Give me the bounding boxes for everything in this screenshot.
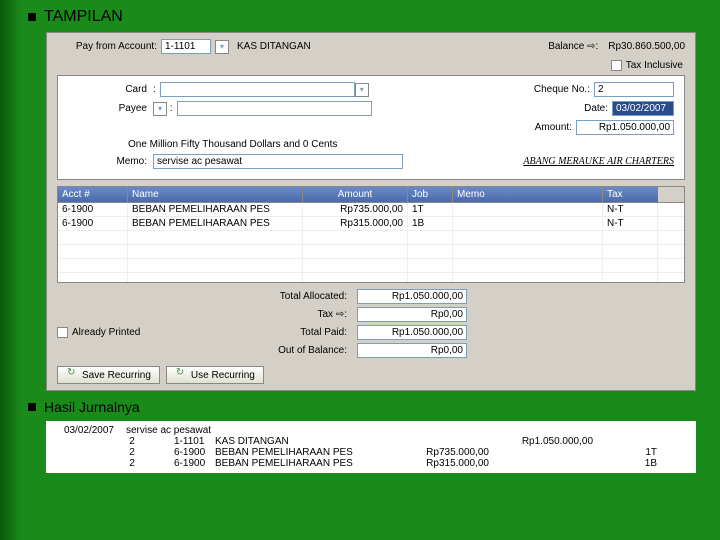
- pay-from-account[interactable]: 1-1101: [161, 39, 211, 54]
- tax-total-value: Rp0,00: [357, 307, 467, 322]
- journal-tax: 1B: [593, 458, 663, 469]
- journal-debit: [399, 436, 489, 447]
- cheque-field[interactable]: 2: [594, 82, 674, 97]
- cell-amount[interactable]: Rp735.000,00: [303, 203, 408, 216]
- payee-label: Payee: [68, 103, 153, 114]
- col-job[interactable]: Job: [408, 187, 453, 202]
- use-recurring-label: Use Recurring: [191, 370, 255, 381]
- account-dropdown-icon[interactable]: ▾: [215, 40, 229, 54]
- journal-date: 03/02/2007: [54, 425, 120, 436]
- already-printed-checkbox[interactable]: [57, 327, 68, 338]
- allocation-grid: Acct # Name Amount Job Memo Tax 6-1900 B…: [57, 186, 685, 283]
- cell-tax[interactable]: N-T: [603, 217, 658, 230]
- journal-tax: [593, 436, 663, 447]
- company-signature: ABANG MERAUKE AIR CHARTERS: [523, 156, 674, 167]
- journal-debit: Rp315.000,00: [399, 458, 489, 469]
- journal-acct: 1-1101: [144, 436, 209, 447]
- total-paid-value: Rp1.050.000,00: [357, 325, 467, 340]
- memo-field[interactable]: servise ac pesawat: [153, 154, 403, 169]
- cheque-label: Cheque No.:: [534, 84, 590, 95]
- cell-job[interactable]: 1T: [408, 203, 453, 216]
- journal-acct: 6-1900: [144, 458, 209, 469]
- journal-credit: [489, 458, 593, 469]
- slide-title: TAMPILAN: [44, 8, 123, 26]
- grid-row[interactable]: [58, 259, 684, 273]
- journal-credit: Rp1.050.000,00: [489, 436, 593, 447]
- journal-credit: [489, 447, 593, 458]
- grid-row[interactable]: 6-1900 BEBAN PEMELIHARAAN PES Rp315.000,…: [58, 217, 684, 231]
- journal-name: BEBAN PEMELIHARAAN PES: [209, 458, 399, 469]
- journal-ref: 2: [120, 458, 144, 469]
- col-name[interactable]: Name: [128, 187, 303, 202]
- tax-inclusive-checkbox[interactable]: [611, 60, 622, 71]
- grid-row[interactable]: 6-1900 BEBAN PEMELIHARAAN PES Rp735.000,…: [58, 203, 684, 217]
- col-memo[interactable]: Memo: [453, 187, 603, 202]
- cell-acct[interactable]: 6-1900: [58, 203, 128, 216]
- oob-label: Out of Balance:: [57, 345, 357, 356]
- save-recurring-label: Save Recurring: [82, 370, 151, 381]
- journal-name: BEBAN PEMELIHARAAN PES: [209, 447, 399, 458]
- oob-value: Rp0,00: [357, 343, 467, 358]
- grid-row[interactable]: [58, 231, 684, 245]
- journal-acct: 6-1900: [144, 447, 209, 458]
- journal-memo: servise ac pesawat: [120, 425, 211, 436]
- journal-name: KAS DITANGAN: [209, 436, 399, 447]
- bullet-icon: [28, 13, 36, 21]
- payee-dropdown-icon[interactable]: ▾: [153, 102, 167, 116]
- pay-from-name: KAS DITANGAN: [233, 41, 311, 52]
- cell-memo[interactable]: [453, 203, 603, 216]
- slide-subtitle: Hasil Jurnalnya: [44, 399, 140, 415]
- total-allocated-value: Rp1.050.000,00: [357, 289, 467, 304]
- spend-money-window: Pay from Account: 1-1101 ▾ KAS DITANGAN …: [46, 32, 696, 391]
- grid-row[interactable]: [58, 273, 684, 283]
- recurring-icon: [66, 369, 78, 381]
- journal-line: 2 6-1900 BEBAN PEMELIHARAAN PES Rp735.00…: [54, 447, 688, 458]
- journal-line: 2 1-1101 KAS DITANGAN Rp1.050.000,00: [54, 436, 688, 447]
- cell-tax[interactable]: N-T: [603, 203, 658, 216]
- amount-words: One Million Fifty Thousand Dollars and 0…: [128, 139, 337, 150]
- cheque-panel: Card : ▾ Cheque No.: 2 Payee ▾ : Date: 0…: [57, 75, 685, 180]
- cell-memo[interactable]: [453, 217, 603, 230]
- journal-tax: 1T: [593, 447, 663, 458]
- total-paid-label: Total Paid:: [177, 327, 357, 338]
- already-printed-label: Already Printed: [72, 327, 140, 338]
- payee-field[interactable]: [177, 101, 372, 116]
- journal-panel: 03/02/2007 servise ac pesawat 2 1-1101 K…: [46, 421, 696, 473]
- card-label: Card: [68, 84, 153, 95]
- col-tax[interactable]: Tax: [603, 187, 658, 202]
- cell-name[interactable]: BEBAN PEMELIHARAAN PES: [128, 203, 303, 216]
- cell-name[interactable]: BEBAN PEMELIHARAAN PES: [128, 217, 303, 230]
- card-field[interactable]: [160, 82, 355, 97]
- journal-ref: 2: [120, 447, 144, 458]
- amount-field[interactable]: Rp1.050.000,00: [576, 120, 674, 135]
- col-amount[interactable]: Amount: [303, 187, 408, 202]
- save-recurring-button[interactable]: Save Recurring: [57, 366, 160, 384]
- col-acct[interactable]: Acct #: [58, 187, 128, 202]
- use-recurring-button[interactable]: Use Recurring: [166, 366, 264, 384]
- tax-total-label: Tax ⇨:: [57, 309, 357, 320]
- recurring-icon: [175, 369, 187, 381]
- card-dropdown-icon[interactable]: ▾: [355, 83, 369, 97]
- balance-value: Rp30.860.500,00: [602, 41, 685, 52]
- memo-label: Memo:: [68, 156, 153, 167]
- bullet-icon: [28, 403, 36, 411]
- balance-label: Balance ⇨:: [548, 41, 598, 52]
- amount-label: Amount:: [535, 122, 572, 133]
- tax-inclusive-label: Tax Inclusive: [626, 60, 683, 71]
- date-label: Date:: [584, 103, 608, 114]
- cell-acct[interactable]: 6-1900: [58, 217, 128, 230]
- journal-debit: Rp735.000,00: [399, 447, 489, 458]
- cell-job[interactable]: 1B: [408, 217, 453, 230]
- cell-amount[interactable]: Rp315.000,00: [303, 217, 408, 230]
- journal-line: 2 6-1900 BEBAN PEMELIHARAAN PES Rp315.00…: [54, 458, 688, 469]
- pay-from-label: Pay from Account:: [57, 41, 157, 52]
- date-field[interactable]: 03/02/2007: [612, 101, 674, 116]
- grid-row[interactable]: [58, 245, 684, 259]
- total-allocated-label: Total Allocated:: [57, 291, 357, 302]
- journal-ref: 2: [120, 436, 144, 447]
